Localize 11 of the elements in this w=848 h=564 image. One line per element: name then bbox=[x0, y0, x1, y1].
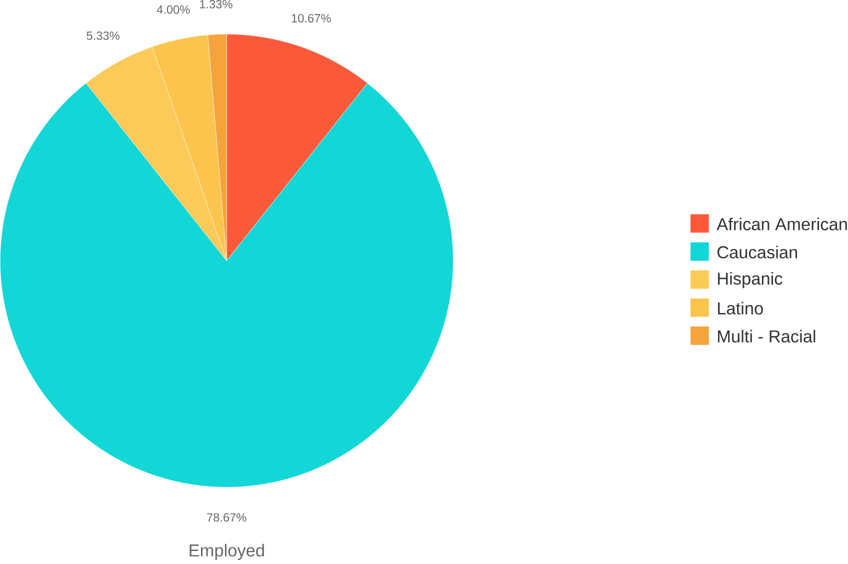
legend-label: Caucasian bbox=[717, 246, 798, 259]
legend-label: Latino bbox=[718, 302, 763, 315]
legend-label: Multi - Racial bbox=[718, 330, 816, 343]
legend-label: African American bbox=[716, 218, 847, 231]
data-label: 4.00% bbox=[156, 6, 190, 14]
data-label: 1.33% bbox=[200, 0, 232, 9]
text: Employed bbox=[190, 544, 264, 560]
data-label: 10.67% bbox=[292, 14, 331, 23]
data-label: 78.67% bbox=[207, 513, 246, 522]
data-label: 5.33% bbox=[86, 32, 120, 40]
legend-label: Hispanic bbox=[718, 272, 782, 288]
